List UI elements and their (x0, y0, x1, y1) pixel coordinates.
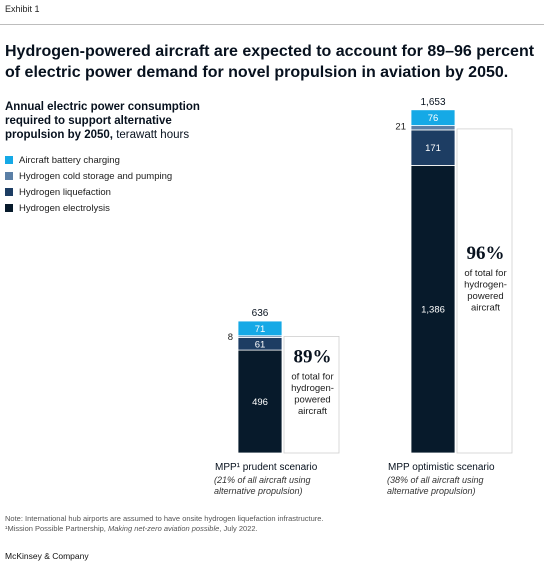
bar-segment-battery (410, 109, 456, 126)
bar-segment-electrolysis (237, 349, 283, 454)
bar-label-battery: 71 (255, 324, 266, 335)
top-divider (0, 24, 544, 25)
legend-swatch-liquefaction (5, 188, 13, 196)
share-callout-value: 89% (294, 347, 332, 368)
footnote-source: ¹Mission Possible Partnership, Making ne… (5, 524, 324, 534)
bar-total: 1,653 (420, 97, 445, 108)
exhibit-label: Exhibit 1 (5, 4, 40, 14)
share-callout-box (283, 336, 340, 454)
category-note: alternative propulsion) (214, 486, 303, 496)
legend-label-cold: Hydrogen cold storage and pumping (19, 170, 173, 182)
legend-item-battery: Aircraft battery charging (5, 152, 172, 168)
share-callout-text: powered (294, 395, 330, 406)
legend-swatch-cold (5, 172, 13, 180)
share-callout-text: powered (467, 291, 503, 302)
source-prefix: ¹Mission Possible Partnership, (5, 524, 108, 533)
bar-label-cold: 21 (395, 122, 406, 133)
category-note: alternative propulsion) (387, 486, 476, 496)
brand-logo-text: McKinsey & Company (5, 551, 89, 561)
headline: Hydrogen-powered aircraft are expected t… (5, 43, 535, 81)
bar-segment-battery (237, 320, 283, 337)
legend-item-liquefaction: Hydrogen liquefaction (5, 184, 172, 200)
legend-label-liquefaction: Hydrogen liquefaction (19, 186, 111, 198)
bar-label-battery: 76 (428, 113, 439, 124)
category-note: (38% of all aircraft using (387, 475, 484, 485)
bar-label-electrolysis: 1,386 (421, 305, 445, 316)
category-label: MPP¹ prudent scenario (215, 462, 318, 473)
share-callout-text: of total for (291, 372, 333, 383)
source-suffix: , July 2022. (219, 524, 258, 533)
share-callout-box (456, 128, 513, 454)
share-callout-text: aircraft (298, 406, 327, 417)
subtitle-bold: Annual electric power consumption requir… (5, 101, 200, 141)
source-title: Making net-zero aviation possible (107, 524, 220, 533)
legend-item-cold: Hydrogen cold storage and pumping (5, 168, 172, 184)
share-callout-text: of total for (464, 268, 506, 279)
bar-label-liquefaction: 171 (425, 143, 441, 154)
share-callout-text: aircraft (471, 302, 500, 313)
legend-label-battery: Aircraft battery charging (19, 154, 120, 166)
legend-swatch-battery (5, 156, 13, 164)
bar-total: 636 (252, 308, 269, 319)
legend: Aircraft battery charging Hydrogen cold s… (5, 152, 172, 216)
bar-segment-cold (410, 125, 456, 131)
share-callout-text: hydrogen- (291, 383, 334, 394)
subtitle-unit: terawatt hours (113, 129, 190, 141)
chart-subtitle: Annual electric power consumption requir… (5, 100, 220, 142)
bar-label-cold: 8 (228, 332, 233, 343)
category-label: MPP optimistic scenario (388, 462, 495, 473)
category-note: (21% of all aircraft using (214, 475, 311, 485)
share-callout-text: hydrogen- (464, 279, 507, 290)
footnote-note: Note: International hub airports are ass… (5, 514, 324, 523)
bar-label-electrolysis: 496 (252, 397, 268, 408)
share-callout-value: 96% (467, 243, 505, 264)
bar-label-liquefaction: 61 (255, 339, 266, 350)
legend-swatch-electrolysis (5, 204, 13, 212)
legend-label-electrolysis: Hydrogen electrolysis (19, 202, 110, 214)
legend-item-electrolysis: Hydrogen electrolysis (5, 200, 172, 216)
footnote: Note: International hub airports are ass… (5, 514, 324, 534)
